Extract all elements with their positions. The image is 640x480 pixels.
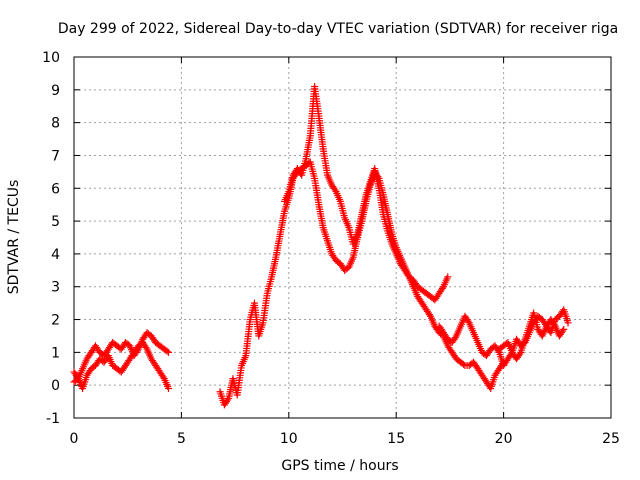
data-point [438,284,446,292]
data-point [460,360,468,368]
x-tick-label: 15 [387,431,405,447]
x-tick-label: 10 [280,431,298,447]
data-point [559,327,567,335]
data-points [70,83,572,409]
y-tick-label: 4 [51,247,60,263]
plot-frame [73,56,612,419]
y-tick-label: 8 [51,116,60,132]
data-point [331,186,339,194]
y-tick-label: 10 [42,50,60,66]
chart-title: Day 299 of 2022, Sidereal Day-to-day VTE… [58,21,618,37]
y-axis-label: SDTVAR / TECUs [6,180,22,295]
y-tick-label: 5 [51,214,60,230]
data-point [464,317,472,325]
ticks: 0 5 10 15 20 25 -1 0 1 2 3 4 5 6 7 8 9 10 [42,50,620,447]
y-tick-label: 1 [51,345,60,361]
y-tick-label: 7 [51,148,60,164]
data-point [451,334,459,342]
y-tick-label: -1 [46,411,60,427]
data-point [224,396,232,404]
y-tick-label: 3 [51,280,60,296]
x-tick-label: 20 [495,431,513,447]
data-point [165,384,173,392]
y-tick-label: 9 [51,83,60,99]
y-tick-label: 0 [51,378,60,394]
data-point [560,325,568,333]
x-tick-label: 25 [602,431,620,447]
data-point [564,319,572,327]
y-tick-label: 2 [51,313,60,329]
data-point [444,273,452,281]
data-point [516,350,524,358]
x-tick-label: 0 [70,431,79,447]
data-point [159,373,167,381]
data-point [142,343,150,351]
data-point [165,348,173,356]
x-tick-label: 5 [177,431,186,447]
x-axis-label: GPS time / hours [281,458,398,474]
grid [74,57,611,418]
data-point [163,347,171,355]
data-point [425,311,433,319]
y-tick-label: 6 [51,181,60,197]
